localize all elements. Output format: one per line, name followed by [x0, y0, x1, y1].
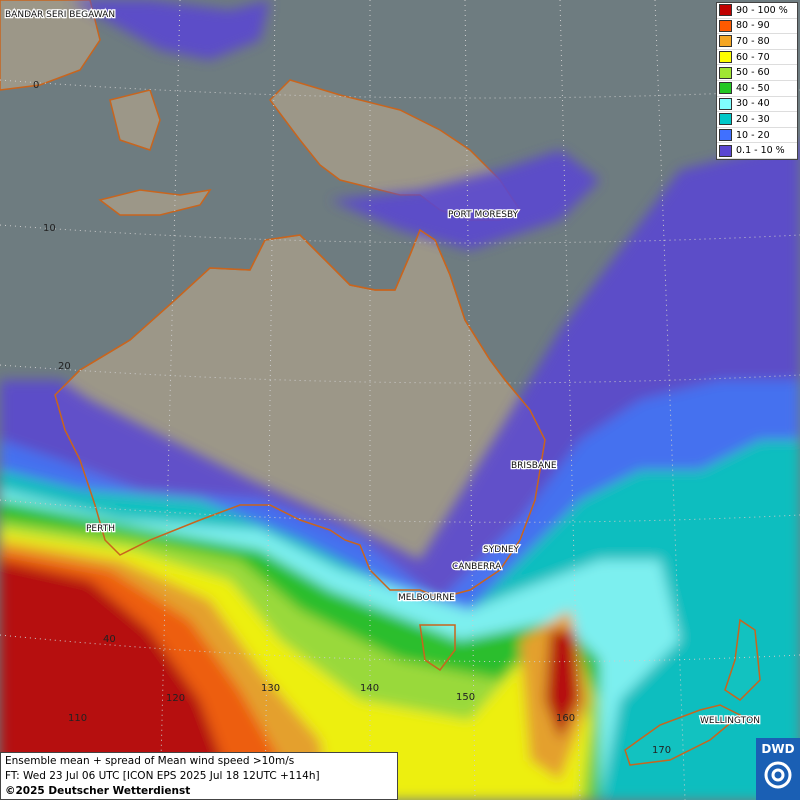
- legend-entry: 30 - 40: [717, 97, 797, 113]
- dwd-logo: DWD: [756, 738, 800, 800]
- city-label: PORT MORESBY: [448, 210, 519, 220]
- legend-swatch: [719, 144, 732, 157]
- legend-swatch: [719, 66, 732, 79]
- legend-swatch: [719, 4, 732, 17]
- legend-label: 0.1 - 10 %: [736, 145, 785, 157]
- lon-label: 120: [166, 693, 185, 704]
- legend-entry: 10 - 20: [717, 128, 797, 144]
- logo-icon: [764, 761, 792, 789]
- legend-swatch: [719, 82, 732, 95]
- legend-label: 70 - 80: [736, 35, 770, 47]
- legend-entry: 60 - 70: [717, 50, 797, 66]
- coastline: [54, 228, 761, 766]
- lon-label: 110: [68, 713, 87, 724]
- legend-label: 50 - 60: [736, 67, 770, 79]
- legend-swatch: [719, 19, 732, 32]
- city-label: BANDAR SERI BEGAWAN: [5, 10, 115, 20]
- legend-label: 80 - 90: [736, 20, 770, 32]
- lon-label: 160: [556, 713, 575, 724]
- city-label: SYDNEY: [483, 545, 520, 555]
- legend-entry: 80 - 90: [717, 19, 797, 35]
- lat-label: 40: [103, 634, 116, 645]
- city-label: MELBOURNE: [398, 593, 455, 603]
- legend-entry: 20 - 30: [717, 112, 797, 128]
- city-label: BRISBANE: [511, 461, 557, 471]
- footer-line: Ensemble mean + spread of Mean wind spee…: [5, 755, 295, 767]
- city-label: CANBERRA: [452, 562, 502, 572]
- logo-text: DWD: [761, 742, 795, 756]
- footer: Ensemble mean + spread of Mean wind spee…: [0, 752, 398, 800]
- legend-swatch: [719, 97, 732, 110]
- lat-label: 20: [58, 361, 71, 372]
- lon-label: 170: [652, 745, 671, 756]
- lat-label: 10: [43, 223, 56, 234]
- legend-label: 30 - 40: [736, 98, 770, 110]
- legend-entry: 50 - 60: [717, 65, 797, 81]
- legend-swatch: [719, 51, 732, 64]
- lon-label: 140: [360, 683, 379, 694]
- legend-entry: 70 - 80: [717, 34, 797, 50]
- legend-label: 20 - 30: [736, 113, 770, 125]
- legend: 90 - 100 % 80 - 90 70 - 80 60 - 70 50 - 60 40…: [716, 2, 798, 160]
- lat-label: 0: [33, 80, 39, 91]
- footer-line: ©2025 Deutscher Wetterdienst: [5, 785, 191, 797]
- labels: BANDAR SERI BEGAWAN PORT MORESBY BRISBANE P…: [4, 9, 761, 756]
- city-label: WELLINGTON: [700, 716, 760, 726]
- legend-swatch: [719, 35, 732, 48]
- lon-label: 150: [456, 692, 475, 703]
- legend-label: 10 - 20: [736, 129, 770, 141]
- legend-entry: 0.1 - 10 %: [717, 143, 797, 159]
- legend-swatch: [719, 113, 732, 126]
- legend-label: 90 - 100 %: [736, 4, 788, 16]
- footer-line: FT: Wed 23 Jul 06 UTC [ICON EPS 2025 Jul…: [5, 770, 320, 782]
- legend-entry: 90 - 100 %: [717, 3, 797, 19]
- legend-label: 40 - 50: [736, 82, 770, 94]
- city-label: PERTH: [86, 524, 115, 534]
- legend-swatch: [719, 129, 732, 142]
- legend-entry: 40 - 50: [717, 81, 797, 97]
- legend-label: 60 - 70: [736, 51, 770, 63]
- lon-label: 130: [261, 683, 280, 694]
